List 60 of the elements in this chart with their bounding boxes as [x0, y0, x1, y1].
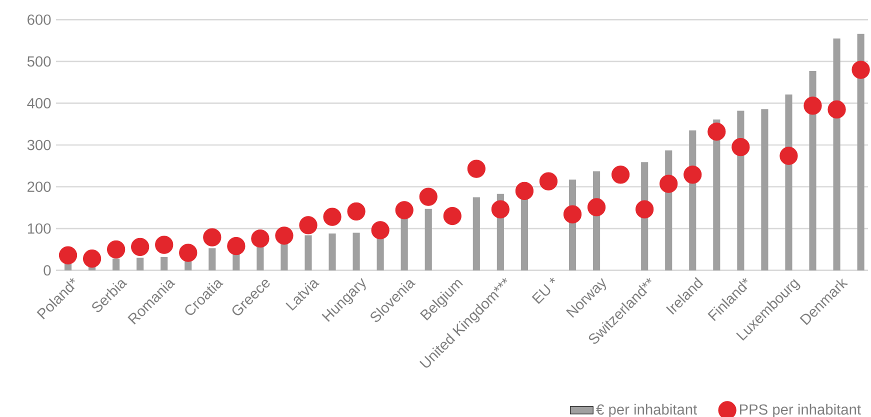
point — [299, 216, 318, 234]
point — [251, 230, 270, 248]
point — [179, 244, 198, 262]
point — [323, 208, 342, 226]
bar — [833, 38, 840, 270]
point — [467, 160, 486, 178]
point — [660, 174, 678, 193]
x-tick-label: EU * — [532, 278, 555, 304]
bar — [208, 248, 216, 270]
point — [515, 182, 534, 200]
bar — [280, 244, 288, 270]
point — [804, 96, 822, 115]
bar — [160, 256, 168, 270]
point — [155, 236, 174, 254]
bar — [112, 258, 120, 270]
point — [732, 138, 750, 156]
bar — [304, 235, 312, 270]
point — [107, 240, 126, 258]
point — [684, 166, 702, 184]
point — [708, 122, 726, 141]
y-tick-label: 400 — [27, 98, 51, 108]
bar — [520, 197, 528, 270]
y-tick-label: 500 — [27, 56, 51, 67]
point — [227, 237, 246, 256]
point — [780, 146, 798, 165]
y-tick-label: 200 — [28, 182, 51, 192]
bar — [761, 109, 768, 270]
bar — [328, 234, 336, 270]
point — [587, 198, 606, 216]
point — [636, 200, 654, 218]
y-tick-label: 0 — [44, 265, 51, 276]
bar — [136, 258, 144, 270]
bar — [232, 254, 240, 270]
bar — [184, 261, 192, 270]
y-tick-label: 300 — [27, 140, 51, 150]
point — [58, 246, 78, 264]
point — [491, 200, 510, 218]
y-tick-label: 100 — [28, 223, 51, 234]
point — [371, 221, 390, 240]
bar — [352, 232, 360, 270]
bar — [424, 208, 432, 270]
point — [131, 238, 150, 256]
bar — [785, 94, 792, 270]
bar — [256, 246, 264, 270]
bar — [472, 197, 480, 270]
point — [275, 226, 294, 245]
point — [828, 100, 846, 119]
y-tick-label: 600 — [28, 14, 51, 25]
point — [347, 202, 366, 220]
point — [395, 201, 414, 220]
point — [611, 166, 630, 184]
point — [443, 206, 462, 226]
point — [203, 228, 222, 246]
bar — [857, 34, 864, 270]
point — [82, 250, 102, 268]
bar — [376, 238, 384, 270]
point — [419, 188, 438, 206]
bar — [400, 217, 408, 270]
point — [539, 172, 558, 190]
point — [563, 205, 582, 224]
